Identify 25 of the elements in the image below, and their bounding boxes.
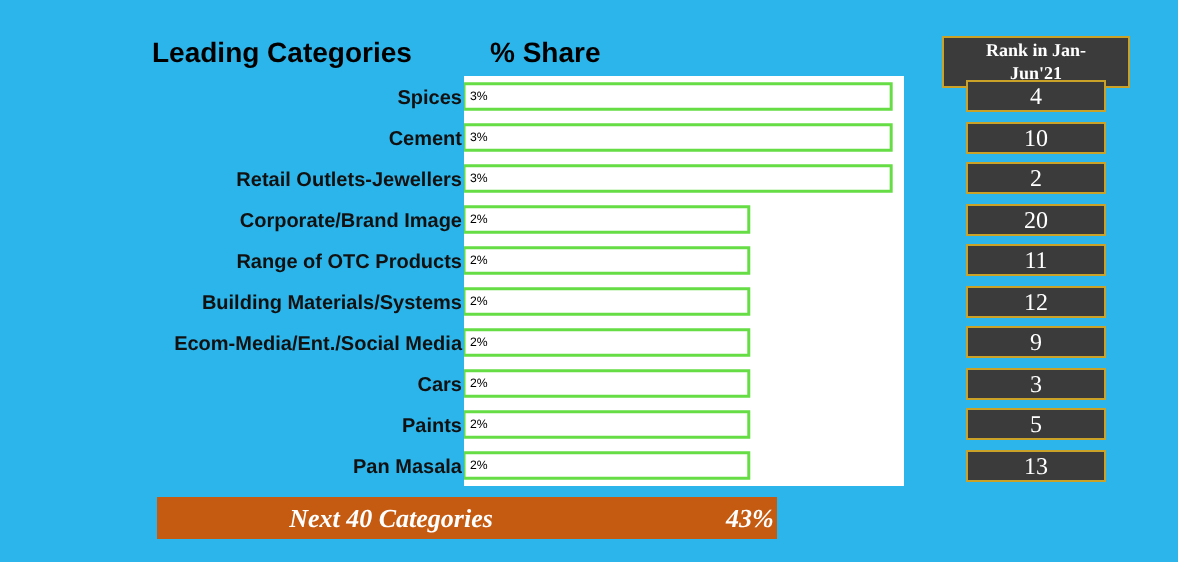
y2-tick-label: 4 bbox=[1030, 82, 1042, 110]
y-tick-label: Cars bbox=[417, 374, 463, 397]
y-tick-label: Spices bbox=[397, 87, 463, 110]
y-tick-label: Paints bbox=[401, 415, 463, 438]
chart-title: Leading Categories bbox=[152, 36, 413, 68]
y-tick-label: Pan Masala bbox=[353, 456, 463, 479]
y-tick-label: Building Materials/Systems bbox=[201, 292, 463, 315]
y2-tick-label: 2 bbox=[1030, 164, 1042, 192]
y-tick-label: Corporate/Brand Image bbox=[239, 210, 463, 233]
y2-tick-label: 3 bbox=[1030, 370, 1042, 398]
y2-tick-label: 20 bbox=[1024, 206, 1048, 234]
y-tick-label: Cement bbox=[388, 128, 464, 151]
y2-tick-label: 13 bbox=[1024, 452, 1048, 480]
y2-tick-label: 5 bbox=[1030, 410, 1042, 438]
y-tick-label: Ecom-Media/Ent./Social Media bbox=[174, 333, 463, 356]
y-tick-label: Retail Outlets-Jewellers bbox=[236, 169, 463, 192]
y2-tick-label: 10 bbox=[1024, 124, 1048, 152]
y2-tick-label: 11 bbox=[1024, 246, 1048, 274]
x-axis-title: % Share bbox=[490, 36, 601, 68]
y-tick-label: Range of OTC Products bbox=[236, 251, 463, 274]
text: 43% bbox=[724, 503, 774, 533]
text: Rank in Jan-Jun'21 bbox=[985, 40, 1087, 84]
text: Next 40 Categories bbox=[287, 503, 493, 533]
y2-tick-label: 9 bbox=[1030, 328, 1042, 356]
y2-tick-label: 12 bbox=[1024, 288, 1048, 316]
